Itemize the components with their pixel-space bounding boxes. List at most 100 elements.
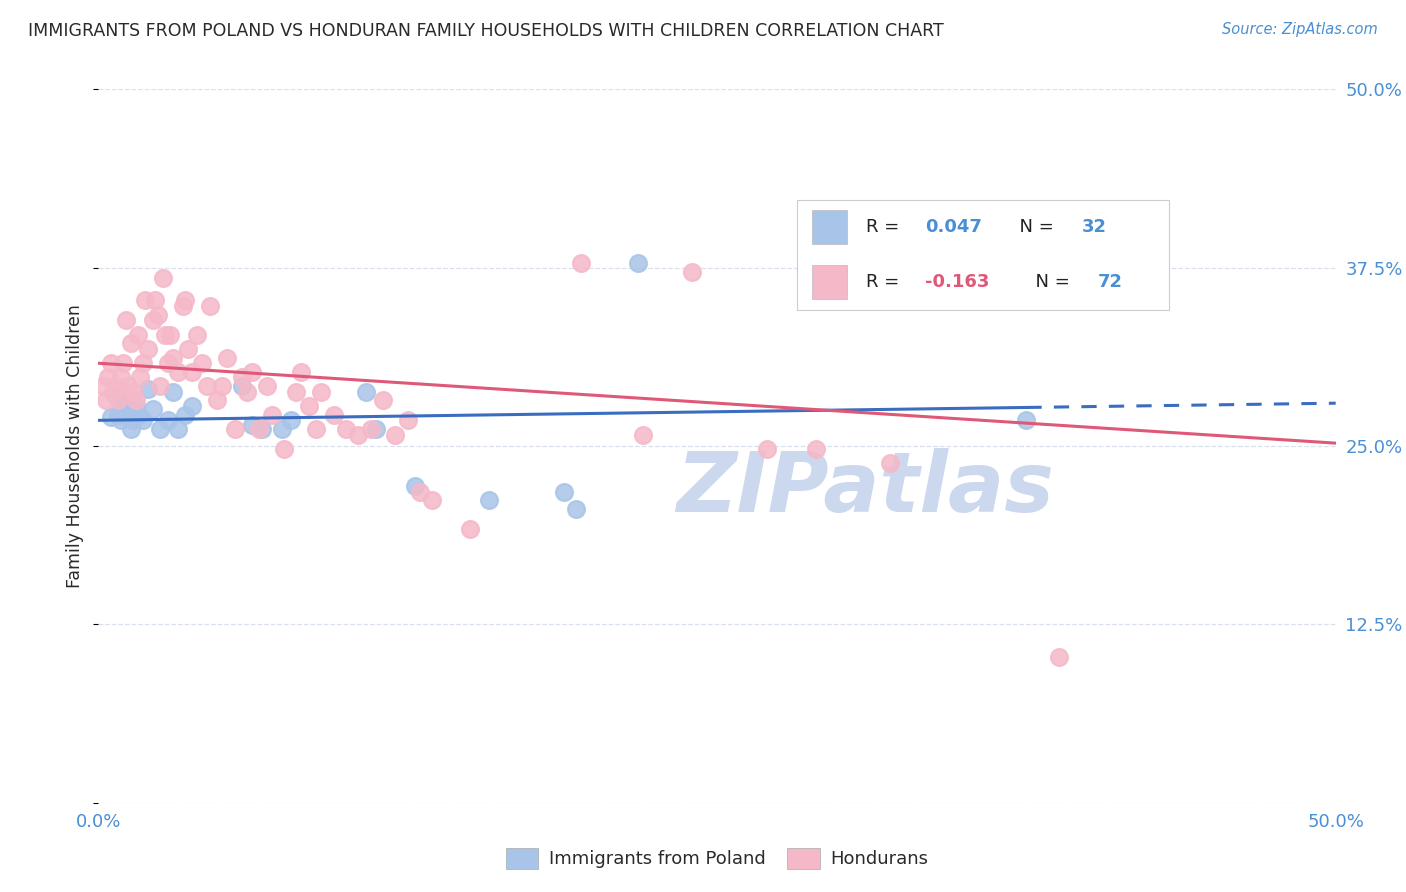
Text: N =: N = <box>1008 218 1059 235</box>
Text: Source: ZipAtlas.com: Source: ZipAtlas.com <box>1222 22 1378 37</box>
Point <box>231 379 253 393</box>
Point <box>132 356 155 370</box>
Point <box>290 365 312 379</box>
Point <box>93 379 115 393</box>
Point <box>396 413 419 427</box>
Point <box>354 384 377 399</box>
Point <box>112 396 135 410</box>
Point <box>627 256 650 270</box>
Point <box>458 522 481 536</box>
Point <box>309 384 332 399</box>
Text: -0.163: -0.163 <box>925 273 990 291</box>
Point <box>110 413 132 427</box>
Point <box>186 327 208 342</box>
Point <box>120 422 142 436</box>
Bar <box>813 265 846 299</box>
Point <box>191 356 214 370</box>
Point <box>152 270 174 285</box>
Point <box>364 422 387 436</box>
Text: R =: R = <box>866 218 904 235</box>
Point <box>804 442 827 456</box>
Point <box>120 336 142 351</box>
Point <box>134 293 156 308</box>
Bar <box>813 210 846 244</box>
Point <box>879 456 901 470</box>
Point <box>250 422 273 436</box>
Point <box>240 365 263 379</box>
Point <box>127 408 149 422</box>
Y-axis label: Family Households with Children: Family Households with Children <box>66 304 84 588</box>
Text: 72: 72 <box>1098 273 1123 291</box>
Point <box>159 327 181 342</box>
Point <box>156 413 179 427</box>
Point <box>162 351 184 365</box>
Point <box>166 422 188 436</box>
Text: IMMIGRANTS FROM POLAND VS HONDURAN FAMILY HOUSEHOLDS WITH CHILDREN CORRELATION C: IMMIGRANTS FROM POLAND VS HONDURAN FAMIL… <box>28 22 943 40</box>
Point <box>1047 650 1070 665</box>
Point <box>149 379 172 393</box>
Point <box>104 379 127 393</box>
Text: 0.047: 0.047 <box>925 218 981 235</box>
Point <box>371 393 394 408</box>
Point <box>198 299 221 313</box>
Point <box>166 365 188 379</box>
Point <box>100 410 122 425</box>
Point <box>270 422 292 436</box>
Point <box>155 327 177 342</box>
Point <box>107 408 129 422</box>
Point <box>112 356 135 370</box>
Point <box>360 422 382 436</box>
Point <box>122 413 145 427</box>
Text: R =: R = <box>866 273 904 291</box>
Point <box>174 293 197 308</box>
Point <box>347 427 370 442</box>
Point <box>195 379 218 393</box>
Point <box>553 484 575 499</box>
Point <box>569 256 592 270</box>
Text: ZIPatlas: ZIPatlas <box>676 449 1054 529</box>
Point <box>114 313 136 327</box>
Point <box>107 393 129 408</box>
Point <box>240 417 263 432</box>
Point <box>285 384 308 399</box>
Point <box>156 356 179 370</box>
Point <box>129 370 152 384</box>
Point <box>174 408 197 422</box>
Point <box>681 265 703 279</box>
Point <box>142 313 165 327</box>
Point <box>136 382 159 396</box>
Point <box>162 384 184 399</box>
Point <box>172 299 194 313</box>
Point <box>755 442 778 456</box>
Point <box>280 413 302 427</box>
Point <box>143 293 166 308</box>
Point <box>1015 413 1038 427</box>
Point <box>256 379 278 393</box>
Point <box>117 408 139 422</box>
Point <box>176 342 198 356</box>
FancyBboxPatch shape <box>797 200 1168 310</box>
Point <box>260 408 283 422</box>
Point <box>181 365 204 379</box>
Point <box>478 493 501 508</box>
Point <box>104 389 127 403</box>
Point <box>110 370 132 384</box>
Point <box>136 342 159 356</box>
Point <box>231 370 253 384</box>
Point <box>384 427 406 442</box>
Point <box>565 501 588 516</box>
Point <box>103 384 125 399</box>
Point <box>247 422 270 436</box>
Point <box>631 427 654 442</box>
Point <box>94 393 117 408</box>
Legend: Immigrants from Poland, Hondurans: Immigrants from Poland, Hondurans <box>498 840 936 876</box>
Point <box>149 422 172 436</box>
Point <box>100 356 122 370</box>
Point <box>217 351 239 365</box>
Text: 32: 32 <box>1083 218 1107 235</box>
Point <box>409 484 432 499</box>
Point <box>422 493 444 508</box>
Point <box>211 379 233 393</box>
Point <box>97 370 120 384</box>
Point <box>124 393 146 408</box>
